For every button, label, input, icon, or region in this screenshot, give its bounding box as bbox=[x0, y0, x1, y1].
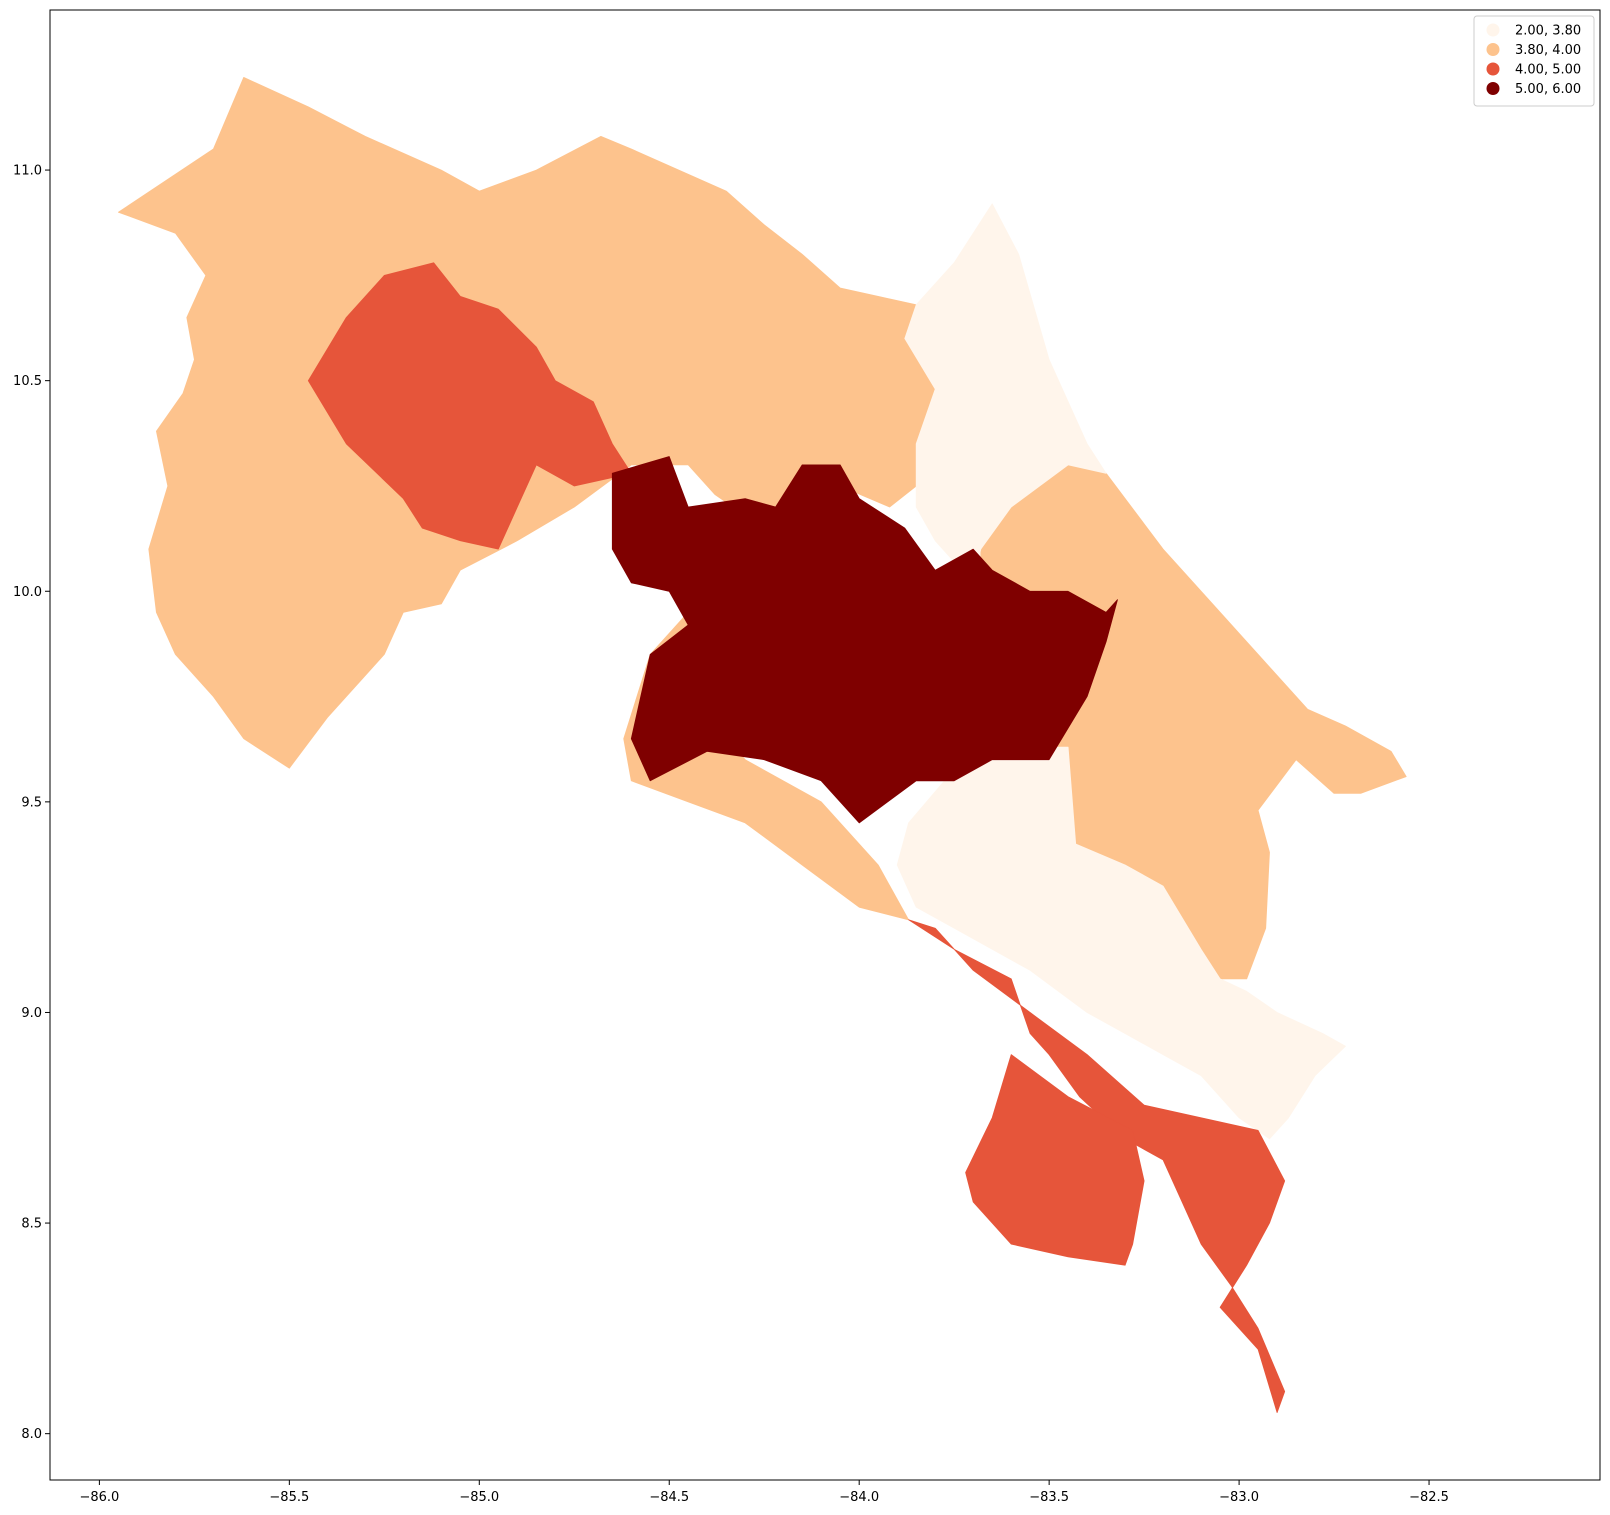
x-tick-label: −85.0 bbox=[459, 1490, 499, 1505]
y-axis: 8.0 8.5 9.0 9.5 10.0 10.5 11.0 bbox=[13, 164, 50, 1442]
legend-marker bbox=[1486, 62, 1500, 76]
map-region bbox=[307, 262, 632, 550]
y-tick-label: 8.5 bbox=[21, 1217, 42, 1232]
x-tick-label: −83.0 bbox=[1219, 1490, 1259, 1505]
map-region bbox=[965, 1054, 1145, 1266]
legend-marker bbox=[1486, 82, 1500, 95]
y-tick-label: 8.0 bbox=[21, 1427, 42, 1442]
y-tick-label: 11.0 bbox=[13, 164, 42, 179]
y-tick-label: 10.5 bbox=[13, 374, 42, 389]
map-region bbox=[904, 203, 1107, 584]
map-region bbox=[896, 746, 1346, 1140]
x-tick-label: −82.5 bbox=[1409, 1490, 1449, 1505]
x-tick-label: −85.5 bbox=[269, 1490, 309, 1505]
x-tick-label: −83.5 bbox=[1029, 1490, 1069, 1505]
legend-marker bbox=[1486, 43, 1500, 56]
x-tick-label: −86.0 bbox=[79, 1490, 119, 1505]
map-region bbox=[908, 919, 1286, 1413]
legend: 2.00, 3.80 3.80, 4.00 4.00, 5.00 5.00, 6.00 bbox=[1473, 15, 1595, 107]
x-axis: −86.0 −85.5 −85.0 −84.5 −84.0 −83.5 −83.0 −82.5 bbox=[79, 1480, 1449, 1505]
legend-label: 4.00, 5.00 bbox=[1515, 63, 1581, 78]
legend-label: 2.00, 3.80 bbox=[1515, 24, 1581, 39]
map-region bbox=[611, 456, 1118, 824]
map-regions bbox=[118, 77, 1407, 1413]
y-tick-label: 9.5 bbox=[21, 795, 42, 810]
legend-marker bbox=[1486, 23, 1500, 37]
legend-box bbox=[1473, 15, 1595, 107]
x-tick-label: −84.5 bbox=[649, 1490, 689, 1505]
x-tick-label: −84.0 bbox=[839, 1490, 879, 1505]
legend-label: 5.00, 6.00 bbox=[1515, 82, 1581, 97]
legend-label: 3.80, 4.00 bbox=[1515, 43, 1581, 58]
y-tick-label: 10.0 bbox=[13, 585, 42, 600]
axes-frame bbox=[49, 9, 1601, 1481]
y-tick-label: 9.0 bbox=[21, 1006, 42, 1021]
